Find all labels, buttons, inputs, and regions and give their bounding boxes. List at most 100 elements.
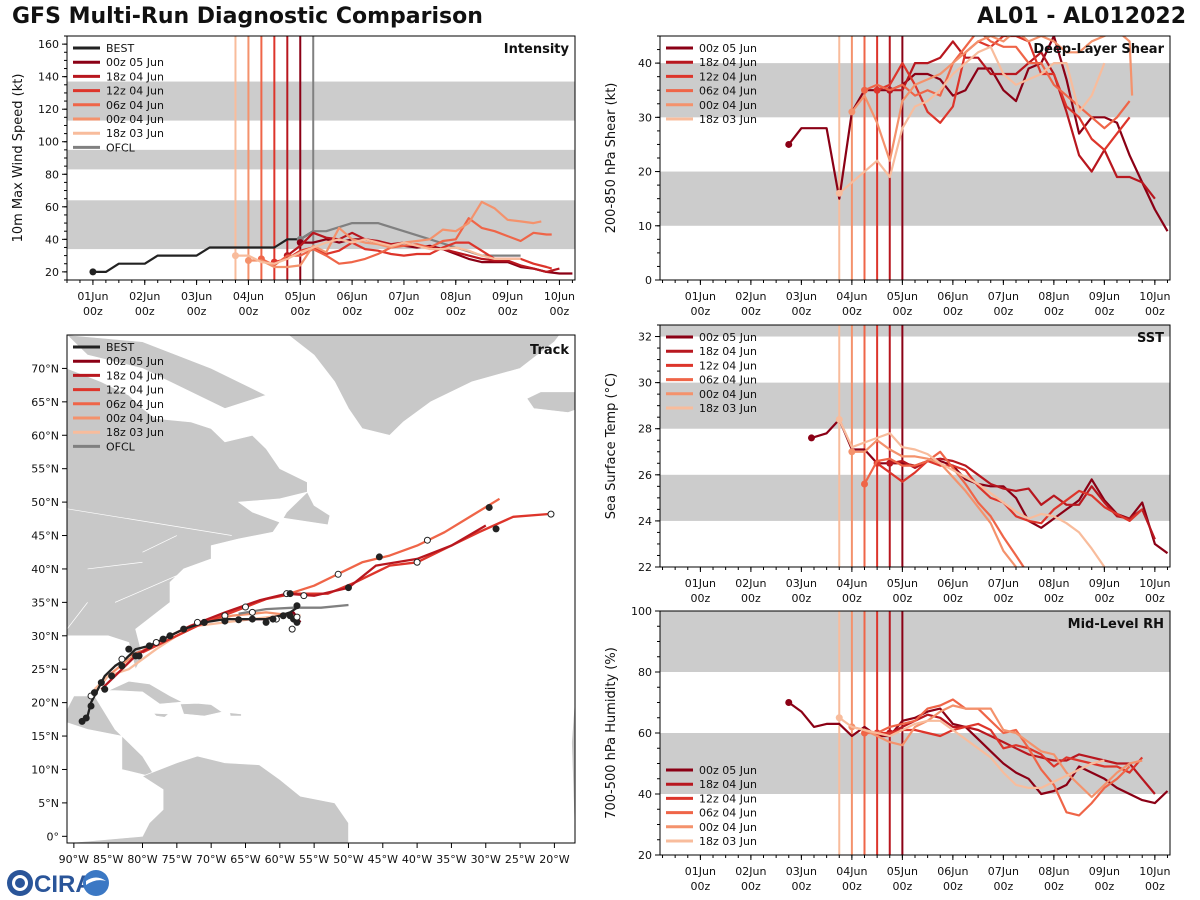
rh-xtick-label-hour: 00z xyxy=(691,880,711,893)
shear-band-0 xyxy=(660,171,1170,226)
shear-init-point-18z-04-Jun xyxy=(886,86,894,94)
rh-init-point-00z-05-Jun xyxy=(785,699,793,706)
shear-legend-label: 06z 04 Jun xyxy=(699,85,757,98)
sst-legend-label: 00z 05 Jun xyxy=(699,331,757,344)
shear-series-06z-04-Jun xyxy=(864,36,1131,130)
sst-xtick-label-day: 10Jun xyxy=(1139,577,1170,590)
shear-xtick-label-hour: 00z xyxy=(1044,305,1064,318)
sst-xtick-label-hour: 00z xyxy=(993,592,1013,605)
shear-init-point-18z-03-Jun xyxy=(835,189,843,197)
sst-legend-label: 06z 04 Jun xyxy=(699,374,757,387)
rh-legend-label: 00z 04 Jun xyxy=(699,821,757,834)
rh-series-18z-03-Jun xyxy=(838,716,1105,790)
sst-init-point-00z-05-Jun xyxy=(807,434,815,442)
rh-ylabel: 700-500 hPa Humidity (%) xyxy=(604,647,619,819)
rh-xtick-label-day: 05Jun xyxy=(887,865,918,878)
sst-band-2 xyxy=(660,325,1170,337)
sst-init-point-18z-04-Jun xyxy=(886,459,894,467)
track-map-background xyxy=(0,0,600,900)
rh-xtick-label-day: 03Jun xyxy=(786,865,817,878)
shear-xtick-label-hour: 00z xyxy=(993,305,1013,318)
shear-xtick-label-day: 09Jun xyxy=(1089,290,1120,303)
rh-band-0 xyxy=(660,733,1170,794)
sst-xtick-label-day: 01Jun xyxy=(685,577,716,590)
cira-logo: CIRA xyxy=(7,870,109,898)
shear-xtick-label-hour: 00z xyxy=(842,305,862,318)
sst-panel: 22 24 26 28 30 32 01Jun 00z 02Jun 00z 03Jun 00z 04Ju… xyxy=(604,324,1171,605)
sst-init-point-18z-03-Jun xyxy=(835,415,843,423)
rh-xtick-label-day: 04Jun xyxy=(836,865,867,878)
rh-legend-label: 12z 04 Jun xyxy=(699,792,757,805)
rh-init-point-18z-04-Jun xyxy=(886,729,894,737)
sst-xtick-label-hour: 00z xyxy=(741,592,761,605)
rh-legend-label: 18z 03 Jun xyxy=(699,835,757,848)
shear-series-00z-05-Jun xyxy=(787,36,1169,232)
rh-xtick-label-hour: 00z xyxy=(1094,880,1114,893)
rh-xtick-label-hour: 00z xyxy=(943,880,963,893)
rh-band-1 xyxy=(660,611,1170,672)
main-title: GFS Multi-Run Diagnostic Comparison xyxy=(12,4,483,29)
sst-ytick-label: 32 xyxy=(638,331,652,344)
shear-ytick-label: 40 xyxy=(638,57,652,70)
sst-ytick-label: 28 xyxy=(638,423,652,436)
rh-xtick-label-hour: 00z xyxy=(892,880,912,893)
sst-xtick-label-day: 04Jun xyxy=(836,577,867,590)
sst-legend-label: 00z 04 Jun xyxy=(699,388,757,401)
rh-xtick-label-day: 08Jun xyxy=(1038,865,1069,878)
rh-ytick-label: 20 xyxy=(638,849,652,862)
cira-logo-text: CIRA xyxy=(34,871,93,898)
sst-xtick-label-day: 05Jun xyxy=(887,577,918,590)
shear-series-18z-03-Jun xyxy=(838,45,1106,195)
shear-xtick-label-day: 08Jun xyxy=(1038,290,1069,303)
shear-band-1 xyxy=(660,63,1170,118)
rh-series-12z-04-Jun xyxy=(877,722,1144,774)
shear-ytick-label: 20 xyxy=(638,166,652,179)
shear-series-18z-04-Jun xyxy=(889,40,1156,200)
sst-xtick-label-hour: 00z xyxy=(791,592,811,605)
rh-ytick-label: 100 xyxy=(631,605,652,618)
sst-series-00z-05-Jun xyxy=(811,418,1169,555)
rh-xtick-label-day: 07Jun xyxy=(988,865,1019,878)
rh-init-point-18z-03-Jun xyxy=(835,714,843,722)
shear-legend-label: 12z 04 Jun xyxy=(699,70,757,83)
shear-init-point-00z-04-Jun xyxy=(848,108,856,116)
shear-xtick-label-day: 02Jun xyxy=(735,290,766,303)
shear-title: Deep-Layer Shear xyxy=(1033,42,1164,57)
sst-ytick-label: 30 xyxy=(638,377,652,390)
rh-panel: 20 40 60 80 100 01Jun 00z 02Jun 00z 03Jun 00z 04Jun… xyxy=(604,605,1171,893)
sst-xtick-label-hour: 00z xyxy=(1145,592,1165,605)
shear-init-point-06z-04-Jun xyxy=(861,86,869,94)
shear-xtick-label-day: 10Jun xyxy=(1139,290,1170,303)
sst-ylabel: Sea Surface Temp (°C) xyxy=(604,373,619,520)
rh-ytick-label: 80 xyxy=(638,666,652,679)
shear-panel: 0 10 20 30 40 01Jun 00z 02Jun 00z 03Jun 00z 04Jun 00… xyxy=(604,35,1171,318)
rh-init-point-12z-04-Jun xyxy=(873,729,881,737)
rh-title: Mid-Level RH xyxy=(1068,617,1164,632)
rh-xtick-label-day: 10Jun xyxy=(1139,865,1170,878)
shear-xtick-label-day: 04Jun xyxy=(836,290,867,303)
rh-init-point-00z-04-Jun xyxy=(848,723,856,731)
shear-ytick-label: 30 xyxy=(638,111,652,124)
sst-band-1 xyxy=(660,382,1170,429)
shear-xtick-label-hour: 00z xyxy=(741,305,761,318)
rh-xtick-label-day: 01Jun xyxy=(685,865,716,878)
rh-xtick-label-hour: 00z xyxy=(791,880,811,893)
sst-init-point-12z-04-Jun xyxy=(873,459,881,467)
rh-xtick-label-day: 02Jun xyxy=(735,865,766,878)
shear-xtick-label-hour: 00z xyxy=(1094,305,1114,318)
sst-ytick-label: 22 xyxy=(638,561,652,574)
shear-xtick-label-hour: 00z xyxy=(943,305,963,318)
shear-ylabel: 200-850 hPa Shear (kt) xyxy=(604,83,619,234)
sst-xtick-label-day: 06Jun xyxy=(937,577,968,590)
sst-xtick-label-hour: 00z xyxy=(691,592,711,605)
shear-xtick-label-hour: 00z xyxy=(791,305,811,318)
shear-xtick-label-day: 05Jun xyxy=(887,290,918,303)
shear-xtick-label-day: 01Jun xyxy=(685,290,716,303)
sst-xtick-label-day: 02Jun xyxy=(735,577,766,590)
shear-series-00z-04-Jun xyxy=(851,36,1134,162)
storm-id-title: AL01 - AL012022 xyxy=(977,4,1186,29)
sst-legend-label: 18z 03 Jun xyxy=(699,402,757,415)
rh-series-00z-04-Jun xyxy=(851,704,1143,799)
shear-ytick-label: 0 xyxy=(645,274,652,287)
rh-xtick-label-day: 06Jun xyxy=(937,865,968,878)
